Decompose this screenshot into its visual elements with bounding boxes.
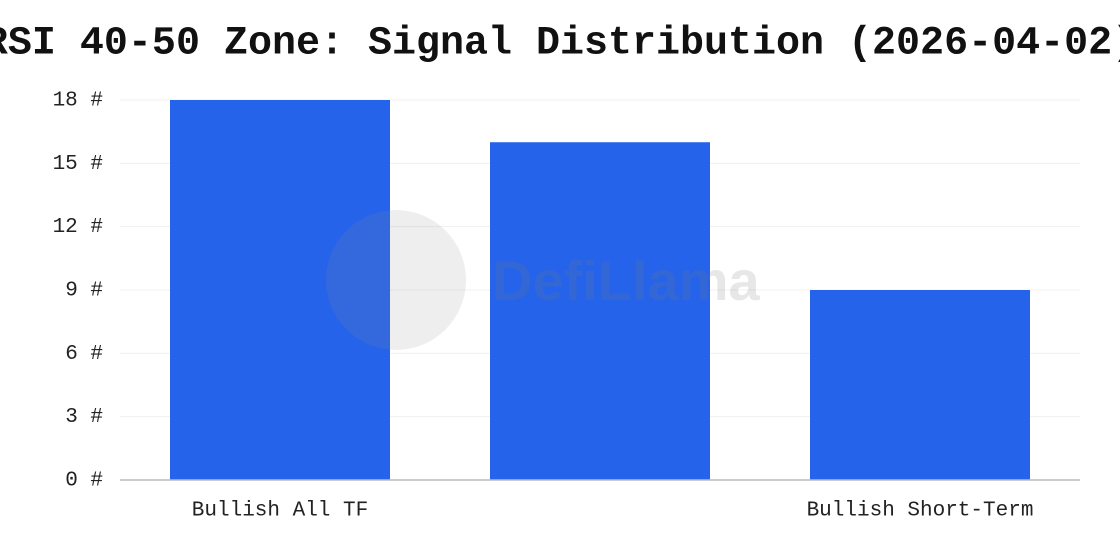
y-tick-label: 15 # <box>53 153 103 176</box>
y-tick-label: 9 # <box>65 280 103 303</box>
y-tick-label: 18 # <box>53 90 103 113</box>
x-tick-label: Bullish All TF <box>192 500 368 523</box>
bar <box>170 100 390 480</box>
y-tick-label: 12 # <box>53 216 103 239</box>
y-tick-label: 0 # <box>65 470 103 493</box>
x-tick-label: Bullish Short-Term <box>807 500 1034 523</box>
watermark: DefiLlama <box>492 249 760 312</box>
chart-title: RSI 40-50 Zone: Signal Distribution (202… <box>0 22 1120 67</box>
bar <box>490 142 710 480</box>
y-tick-label: 6 # <box>65 343 103 366</box>
watermark-logo <box>326 210 466 350</box>
bar <box>810 290 1030 480</box>
y-tick-label: 3 # <box>65 406 103 429</box>
